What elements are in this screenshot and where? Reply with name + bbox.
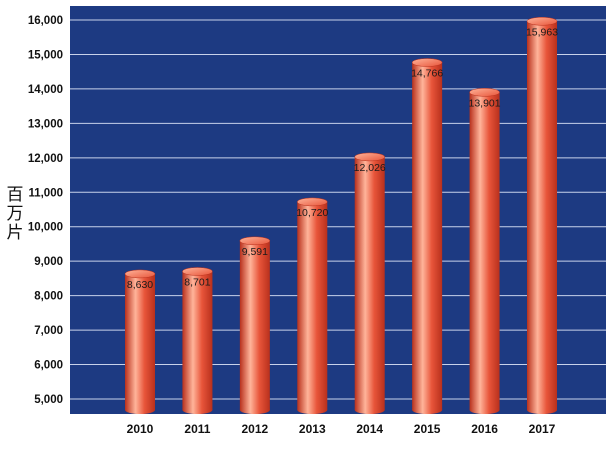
y-tick-label: 9,000: [34, 256, 63, 268]
data-labels: 8,630 8,701 9,591 10,720 12,026 14,766 13,901 1…: [127, 26, 558, 291]
y-tick-label: 7,000: [34, 325, 63, 337]
y-tick-label: 10,000: [28, 222, 63, 234]
bar-2016: [469, 88, 500, 414]
bar-2015: [411, 58, 443, 414]
x-tick-label: 2011: [184, 422, 210, 436]
bar-2014: [354, 152, 385, 414]
bar-2011: [182, 267, 213, 414]
x-tick-label: 2016: [471, 422, 498, 436]
data-label: 14,766: [411, 68, 443, 80]
y-tick-label: 16,000: [28, 15, 63, 27]
bar-2012: [239, 236, 271, 414]
x-tick-label: 2012: [242, 422, 269, 436]
data-label: 13,901: [469, 97, 501, 109]
x-axis-ticks: 2010 2011 2012 2013 2014 2015 2016 2017: [127, 422, 556, 436]
x-tick-label: 2010: [127, 422, 154, 436]
x-tick-label: 2015: [414, 422, 441, 436]
y-tick-label: 12,000: [28, 153, 63, 165]
data-label: 8,630: [127, 279, 153, 291]
gridlines: [70, 19, 606, 400]
x-tick-label: 2014: [356, 422, 383, 436]
data-label: 12,026: [354, 162, 386, 174]
y-tick-label: 13,000: [28, 118, 63, 130]
bar-2010: [124, 269, 156, 414]
y-tick-label: 15,000: [28, 49, 63, 61]
data-label: 15,963: [526, 26, 558, 38]
x-tick-label: 2017: [529, 422, 556, 436]
y-tick-label: 8,000: [34, 291, 63, 303]
y-tick-label: 5,000: [34, 394, 63, 406]
y-tick-label: 6,000: [34, 360, 63, 372]
y-tick-label: 14,000: [28, 84, 63, 96]
data-label: 8,701: [184, 276, 210, 288]
plot-area: [70, 6, 606, 414]
bars: [124, 17, 558, 414]
y-axis-ticks: 5,000 6,000 7,000 8,000 9,000 10,000 11,000 12,…: [28, 15, 63, 406]
x-tick-label: 2013: [299, 422, 326, 436]
bar-2013: [297, 197, 328, 414]
bar-2017: [526, 17, 558, 414]
y-tick-label: 11,000: [28, 187, 63, 199]
y-axis-label: 百万片: [6, 185, 24, 243]
data-label: 10,720: [296, 207, 328, 219]
data-label: 9,591: [242, 246, 268, 258]
